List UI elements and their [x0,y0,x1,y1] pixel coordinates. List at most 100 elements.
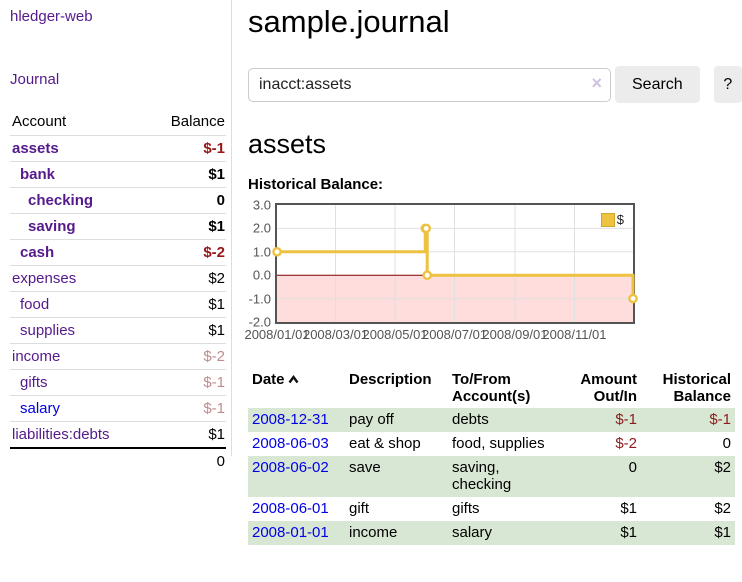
app-title-link[interactable]: hledger-web [10,8,93,25]
account-link[interactable]: gifts [20,374,48,391]
historical-balance-chart: 3.0 2.0 1.0 0.0 -1.0 -2.0 $ 2008/01/01 2008/03… [244,198,742,343]
sidebar-account-row: income $-2 [10,343,226,369]
account-link[interactable]: food [20,296,50,313]
x-tick-label: 2008/01/01 [244,327,310,342]
amount-cell: $1 [620,524,637,541]
y-tick-label: -2.0 [248,314,271,330]
transaction-date-link[interactable]: 2008-06-01 [252,500,329,517]
account-link[interactable]: salary [20,400,61,417]
accounts-cell: salary [452,524,493,541]
account-balance: $-1 [203,400,225,417]
description-cell: gift [349,500,370,517]
register-header-row: Date Description To/From Account(s) Amou… [248,369,735,408]
x-tick-label: 2008/05/01 [362,327,428,342]
sidebar-account-row: saving $1 [10,213,226,239]
column-header-amount[interactable]: Amount Out/In [580,371,637,405]
app-title: hledger-web [10,8,226,25]
account-link[interactable]: cash [20,244,55,261]
account-balance: $-1 [203,140,225,157]
balance-cell: $-1 [709,411,731,428]
account-balance: 0 [216,192,225,209]
account-link[interactable]: expenses [12,270,77,287]
account-balance: $1 [208,426,225,443]
sidebar-item-journal: Journal [10,71,226,88]
sidebar-account-row: assets $-1 [10,135,226,161]
sort-ascending-icon [288,374,298,384]
search-box: × [248,67,611,102]
accounts-header-balance: Balance [170,113,225,130]
sidebar-account-row: bank $1 [10,161,226,187]
account-balance: $2 [208,270,225,287]
sidebar-account-row: food $1 [10,291,226,317]
chart-title: Historical Balance: [248,176,384,193]
account-link[interactable]: assets [12,140,59,157]
date-cell: 2008-06-03 [248,432,345,456]
register-table: Date Description To/From Account(s) Amou… [248,369,735,545]
x-tick-label: 2008/11/01 [542,327,607,342]
account-link[interactable]: supplies [20,322,76,339]
accounts-header-account: Account [12,113,67,130]
chart-canvas [272,205,638,322]
account-link[interactable]: saving [28,218,76,235]
description-cell: pay off [349,411,394,428]
y-tick-label: 0.0 [252,267,271,283]
sidebar-account-row: salary $-1 [10,395,226,421]
chart-y-axis-labels: 3.0 2.0 1.0 0.0 -1.0 -2.0 [248,198,275,343]
date-header-label: Date [252,371,285,388]
transaction-date-link[interactable]: 2008-06-02 [252,459,329,476]
transaction-row: 2008-06-01 gift gifts $1 $2 [248,497,735,521]
amount-cell: $-1 [615,411,637,428]
transaction-date-link[interactable]: 2008-06-03 [252,435,329,452]
column-header-description[interactable]: Description [349,371,432,388]
help-button[interactable]: ? [713,66,742,103]
transaction-date-link[interactable]: 2008-01-01 [252,524,329,541]
accounts-cell: debts [452,411,489,428]
chart-plot-wrap: $ 2008/01/01 2008/03/01 2008/05/01 2008/07/… [244,203,638,343]
accounts-total-row: 0 [10,447,226,474]
accounts-cell: food, supplies [452,435,545,452]
sidebar-account-row: gifts $-1 [10,369,226,395]
transaction-row: 2008-01-01 income salary $1 $1 [248,521,735,545]
account-balance: $1 [208,166,225,183]
amount-cell: 0 [628,459,637,476]
accounts-total-value: 0 [216,453,225,470]
account-link[interactable]: liabilities:debts [12,426,110,443]
y-tick-label: 3.0 [252,197,271,213]
balance-cell: $1 [714,524,731,541]
column-header-balance[interactable]: Historical Balance [662,371,731,405]
accounts-panel: Account Balance assets $-1 bank $1 checking 0… [10,110,226,474]
column-header-date[interactable]: Date [248,369,345,408]
series-label: $ [616,212,624,227]
sidebar-account-row: supplies $1 [10,317,226,343]
description-cell: eat & shop [349,435,421,452]
amount-cell: $-2 [615,435,637,452]
sidebar-account-row: cash $-2 [10,239,226,265]
y-tick-label: -1.0 [248,291,271,307]
journal-link[interactable]: Journal [10,71,60,88]
sidebar: hledger-web Journal Account Balance asse… [0,0,232,470]
amount-cell: $1 [620,500,637,517]
accounts-list: assets $-1 bank $1 checking 0 saving $1 cash $-2 e… [10,135,226,447]
account-link[interactable]: bank [20,166,56,183]
balance-cell: $2 [714,459,731,476]
date-cell: 2008-06-02 [248,456,345,497]
page-title: sample.journal [248,4,450,39]
account-balance: $1 [208,322,225,339]
clear-search-icon[interactable]: × [591,72,602,93]
account-link[interactable]: checking [28,192,94,209]
chart-x-axis-labels: 2008/01/01 2008/03/01 2008/05/01 2008/07/01… [244,327,635,343]
description-cell: income [349,524,398,541]
accounts-cell: saving, checking [452,459,512,493]
account-link[interactable]: income [12,348,61,365]
y-tick-label: 2.0 [252,220,271,236]
search-input[interactable] [248,67,611,102]
account-balance: $-2 [203,244,225,261]
series-swatch-icon [600,212,615,227]
search-button[interactable]: Search [615,66,700,103]
chart-plot-area[interactable]: $ [272,203,638,324]
sidebar-account-row: checking 0 [10,187,226,213]
y-tick-label: 1.0 [252,244,271,260]
transaction-date-link[interactable]: 2008-12-31 [252,411,329,428]
column-header-accounts[interactable]: To/From Account(s) [452,371,531,405]
app-window: hledger-web Journal Account Balance asse… [0,0,742,545]
